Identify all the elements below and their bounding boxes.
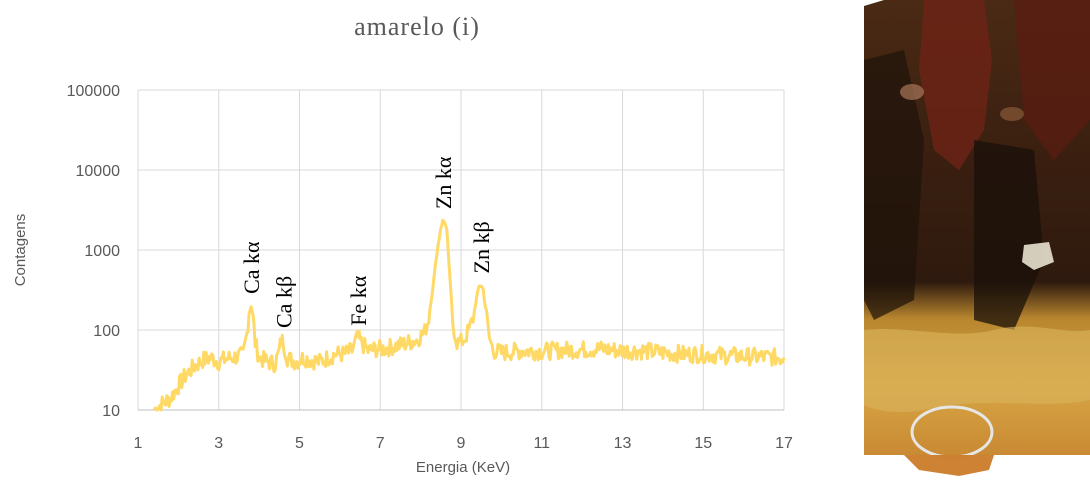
y-tick-label: 100	[93, 323, 120, 340]
x-tick-label: 3	[214, 435, 223, 452]
peak-label: Zn kβ	[469, 221, 494, 273]
x-tick-labels: 1 3 5 7 9 11 13 15 17	[134, 435, 793, 452]
red-figure-right	[1014, 0, 1090, 160]
yellow-ground-band	[864, 326, 1090, 413]
photo-bottom-edge	[904, 455, 994, 476]
x-tick-label: 11	[533, 435, 550, 452]
y-axis-title: Contagens	[12, 214, 29, 287]
dark-figure-center	[974, 140, 1044, 330]
y-tick-label: 1000	[84, 243, 120, 260]
chart-title: amarelo (i)	[354, 12, 480, 41]
x-tick-label: 5	[295, 435, 304, 452]
painting-detail-photo	[864, 0, 1090, 476]
x-tick-label: 1	[134, 435, 143, 452]
peak-label: Fe kα	[346, 275, 371, 326]
red-robe	[919, 0, 992, 170]
y-tick-label: 100000	[67, 83, 120, 100]
peak-label: Ca kα	[239, 241, 264, 294]
peak-label: Zn kα	[431, 156, 456, 209]
x-tick-label: 7	[376, 435, 385, 452]
paint-loss-spots	[1022, 242, 1054, 270]
x-axis-title: Energia (KeV)	[416, 459, 510, 476]
hand-detail	[900, 84, 924, 100]
peak-label: Ca kβ	[271, 276, 296, 328]
series-layer	[152, 218, 786, 412]
hand-detail-2	[1000, 107, 1024, 121]
x-tick-label: 9	[457, 435, 466, 452]
x-tick-label: 17	[775, 435, 793, 452]
spectrum-line	[152, 218, 786, 412]
y-tick-labels: 10 100 1000 10000 100000	[67, 83, 120, 420]
x-tick-label: 13	[614, 435, 632, 452]
y-tick-label: 10	[102, 403, 120, 420]
dark-figure-left	[864, 50, 924, 320]
x-tick-label: 15	[694, 435, 712, 452]
y-tick-label: 10000	[76, 163, 121, 180]
peak-labels: Ca kα Ca kβ Fe kα Zn kα Zn kβ	[239, 156, 494, 328]
